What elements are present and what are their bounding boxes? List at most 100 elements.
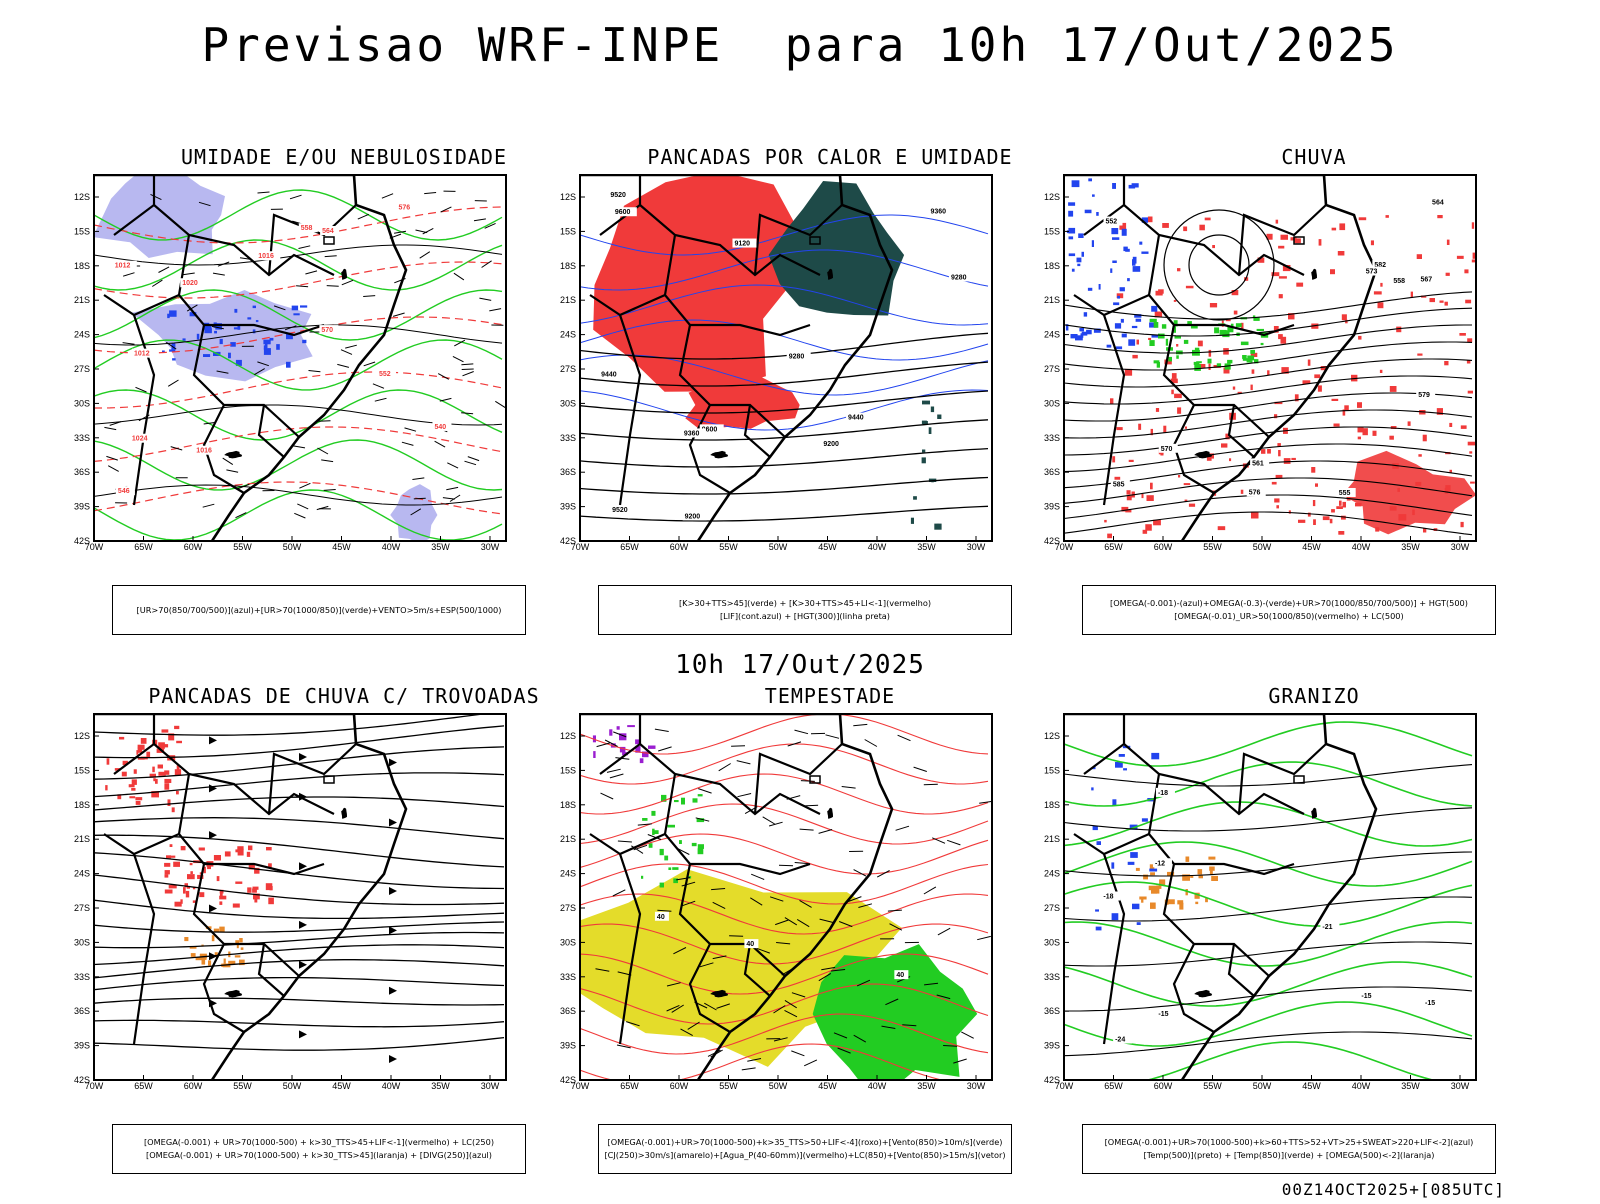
lat-label: 15S bbox=[1044, 226, 1060, 236]
lake bbox=[341, 269, 347, 280]
streamline bbox=[94, 998, 504, 1005]
thunderstorm-area bbox=[152, 767, 155, 773]
omega-area bbox=[1119, 754, 1125, 757]
contour-label: 1012 bbox=[134, 351, 150, 358]
rain-area bbox=[1148, 217, 1153, 223]
wind-arrow bbox=[924, 784, 938, 785]
lat-label: 39S bbox=[1044, 502, 1060, 512]
streamline-arrow bbox=[389, 1055, 397, 1063]
strong-omega-area bbox=[1154, 322, 1159, 328]
lon-label: 40W bbox=[1352, 542, 1371, 552]
temp850-contour bbox=[1064, 922, 1472, 966]
wind-arrow bbox=[914, 767, 927, 771]
omega-area bbox=[1077, 258, 1082, 263]
humidity-core bbox=[253, 306, 256, 309]
rain-area bbox=[1314, 374, 1320, 378]
lat-label: 27S bbox=[1044, 903, 1060, 913]
strong-omega-area bbox=[1247, 356, 1254, 361]
rain-area bbox=[1199, 225, 1205, 231]
lat-label: 27S bbox=[560, 364, 576, 374]
hail-area bbox=[1139, 897, 1146, 900]
omega-area bbox=[1128, 862, 1135, 865]
contour-label: 564 bbox=[1432, 200, 1444, 207]
omega-area bbox=[1132, 259, 1136, 266]
wind-arrow bbox=[698, 789, 711, 794]
omega-area bbox=[1086, 330, 1092, 335]
wind-arrow bbox=[465, 461, 477, 465]
omega-area bbox=[1111, 862, 1114, 868]
map-layer: 58558257957657357056756456155855555212S1… bbox=[1044, 175, 1489, 552]
strong-omega-area bbox=[1157, 362, 1160, 368]
lon-label: 50W bbox=[769, 542, 788, 552]
state-border bbox=[1104, 315, 1124, 505]
thunderstorm-area bbox=[237, 846, 243, 850]
thunderstorm-area bbox=[105, 785, 107, 790]
rain-area bbox=[1291, 458, 1296, 460]
heat-humidity-area bbox=[934, 524, 941, 530]
wind-arrow bbox=[440, 398, 452, 401]
lon-label: 45W bbox=[818, 1081, 837, 1091]
omega-area bbox=[1085, 210, 1092, 214]
panel-legend: [OMEGA(-0.001)-(azul)+OMEGA(-0.3)-(verde… bbox=[1082, 585, 1496, 635]
lon-label: 45W bbox=[332, 1081, 351, 1091]
wind-arrow bbox=[610, 774, 624, 778]
omega-area bbox=[1130, 852, 1138, 858]
rain-area bbox=[1313, 500, 1315, 506]
rain-area bbox=[1336, 506, 1343, 509]
streamline-arrow bbox=[209, 736, 217, 744]
rain-area bbox=[1171, 390, 1174, 395]
contour-label: 9440 bbox=[601, 371, 617, 378]
lat-label: 12S bbox=[560, 731, 576, 741]
contour-label: 558 bbox=[301, 225, 313, 232]
wind-arrow bbox=[938, 928, 950, 935]
contour-label: 573 bbox=[1366, 269, 1378, 276]
omega-area bbox=[1113, 302, 1119, 305]
wind-arrow bbox=[373, 384, 384, 389]
rain-area bbox=[1332, 228, 1337, 231]
rain-area bbox=[1209, 350, 1212, 357]
thunderstorm-area bbox=[138, 747, 142, 753]
main-title: Previsao WRF-INPE para 10h 17/Out/2025 bbox=[0, 18, 1600, 72]
rain-area bbox=[1104, 520, 1107, 523]
omega-area bbox=[1110, 268, 1112, 273]
humidity-core bbox=[276, 344, 280, 350]
lagoon bbox=[224, 451, 242, 459]
wind-arrow bbox=[414, 498, 426, 499]
map-content: 1012101610121016102010245765705645585525… bbox=[93, 166, 506, 544]
low-level-wind-area bbox=[679, 840, 682, 844]
thunderstorm-area bbox=[131, 788, 135, 791]
rain-area bbox=[1132, 355, 1137, 359]
lon-label: 35W bbox=[917, 542, 936, 552]
omega-area bbox=[1093, 826, 1098, 830]
thunderstorm-area bbox=[135, 797, 142, 800]
lat-label: 18S bbox=[1044, 261, 1060, 271]
wind-arrow bbox=[738, 794, 752, 797]
lon-label: 50W bbox=[1253, 542, 1272, 552]
lat-label: 27S bbox=[1044, 364, 1060, 374]
low-level-wind-area bbox=[693, 798, 698, 802]
contour-label: 570 bbox=[1161, 446, 1173, 453]
lat-label: 12S bbox=[74, 192, 90, 202]
wind-arrow bbox=[412, 478, 424, 480]
state-border bbox=[134, 315, 154, 505]
rain-area bbox=[1209, 364, 1211, 370]
rain-area bbox=[1158, 289, 1164, 293]
legend-line-1: [OMEGA(-0.001)+UR>70(1000-500)+k>60+TTS>… bbox=[1083, 1136, 1495, 1149]
omega-area bbox=[1122, 334, 1127, 338]
omega-area bbox=[1132, 904, 1139, 910]
rain-area bbox=[1251, 385, 1253, 391]
lat-label: 39S bbox=[74, 502, 90, 512]
rain-area bbox=[1318, 385, 1322, 391]
wind-arrow bbox=[800, 829, 814, 830]
strong-omega-area bbox=[1241, 342, 1249, 346]
lon-label: 55W bbox=[1203, 1081, 1222, 1091]
wind-arrow bbox=[461, 364, 473, 365]
rain-area bbox=[1464, 269, 1468, 273]
rain-area bbox=[1417, 254, 1422, 259]
lat-label: 12S bbox=[1044, 192, 1060, 202]
lon-label: 35W bbox=[1401, 542, 1420, 552]
rain-area bbox=[1274, 498, 1279, 502]
wind-arrow bbox=[495, 401, 505, 407]
thunderstorm-area bbox=[129, 796, 135, 798]
